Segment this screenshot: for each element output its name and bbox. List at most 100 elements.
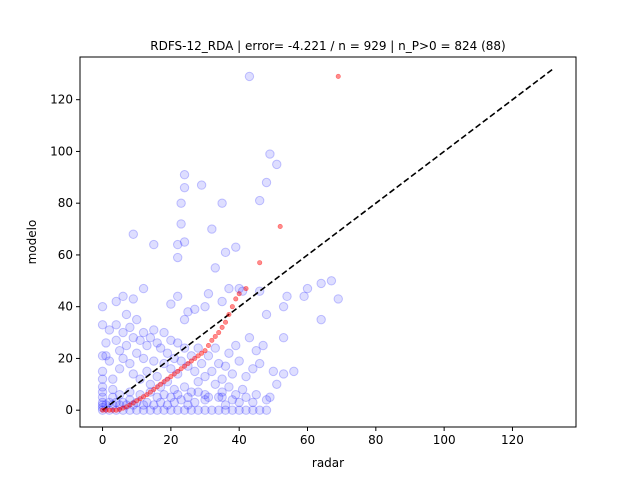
scatter-point (278, 301, 289, 312)
scatter-point (125, 395, 135, 405)
scatter-point (128, 229, 138, 239)
scatter-point (159, 405, 169, 415)
axes-frame (79, 56, 577, 428)
quantile-point (202, 348, 208, 354)
scatter-point (118, 397, 128, 408)
scatter-point (176, 219, 186, 229)
scatter-point (166, 392, 176, 402)
scatter-point (196, 358, 207, 369)
x-tick-label: 60 (300, 433, 315, 447)
quantile-point (154, 384, 160, 390)
scatter-point (169, 397, 179, 408)
scatter-point (97, 366, 108, 377)
scatter-point (265, 149, 275, 159)
scatter-point (114, 389, 125, 400)
scatter-point (121, 309, 132, 320)
quantile-point (192, 355, 198, 361)
scatter-point (159, 327, 169, 338)
scatter-point (190, 397, 200, 408)
scatter-point (172, 338, 183, 348)
scatter-point (97, 387, 108, 397)
scatter-point (248, 364, 258, 374)
scatter-point (261, 405, 272, 415)
scatter-point (217, 387, 227, 397)
quantile-point (195, 353, 201, 359)
scatter-point (326, 276, 337, 286)
scatter-point (159, 389, 169, 400)
scatter-point (125, 358, 135, 369)
scatter-point (200, 371, 210, 382)
quantile-point (229, 304, 235, 310)
scatter-point (172, 252, 183, 263)
scatter-point (125, 405, 135, 415)
quantile-point (233, 296, 239, 302)
quantile-point (257, 260, 263, 266)
scatter-point (254, 358, 265, 369)
scatter-point (231, 389, 241, 400)
quantile-point (243, 286, 249, 292)
scatter-point (316, 278, 326, 289)
scatter-point (142, 397, 152, 408)
scatter-point (196, 180, 207, 190)
scatter-point (203, 289, 214, 299)
quantile-point (219, 324, 225, 330)
x-tick-label: 40 (232, 433, 247, 447)
y-tick-label: 0 (65, 403, 73, 417)
scatter-point (183, 392, 193, 402)
scatter-point (251, 345, 261, 356)
quantile-point (171, 371, 177, 377)
quantile-point (158, 381, 164, 387)
quantile-point (335, 73, 341, 79)
scatter-point (114, 364, 125, 374)
reference-line (102, 68, 554, 411)
scatter-point (138, 327, 149, 338)
scatter-point (108, 384, 118, 395)
scatter-point (210, 263, 220, 273)
quantile-point (103, 407, 109, 413)
quantile-point (178, 366, 184, 372)
scatter-point (333, 294, 343, 304)
scatter-point (138, 400, 149, 410)
scatter-point (193, 343, 203, 353)
scatter-point (114, 400, 125, 410)
scatter-point (244, 333, 255, 343)
scatter-point (254, 195, 265, 206)
scatter-point (203, 351, 214, 361)
scatter-point (179, 382, 190, 392)
scatter-point (149, 239, 159, 250)
scatter-point (227, 405, 238, 415)
scatter-point (104, 325, 115, 335)
scatter-point (179, 237, 190, 247)
scatter-point (302, 283, 313, 294)
scatter-point (220, 400, 231, 410)
quantile-point (151, 386, 157, 392)
scatter-point (111, 320, 121, 330)
scatter-point (278, 333, 289, 343)
scatter-point (149, 325, 159, 335)
scatter-point (172, 239, 183, 250)
scatter-point (128, 333, 138, 343)
scatter-point (213, 392, 224, 402)
quantile-point (209, 337, 215, 343)
scatter-point (118, 353, 128, 364)
scatter-point (162, 400, 173, 410)
scatter-point (97, 351, 108, 361)
scatter-point (217, 392, 227, 402)
scatter-point (149, 400, 159, 410)
x-axis-label: radar (312, 456, 344, 470)
scatter-point (135, 374, 145, 384)
scatter-point (237, 286, 248, 296)
scatter-point (125, 322, 135, 333)
scatter-point (254, 405, 265, 415)
scatter-point (176, 395, 186, 405)
scatter-point (224, 283, 234, 294)
scatter-point (234, 397, 244, 408)
scatter-point (217, 198, 227, 208)
scatter-point (207, 405, 217, 415)
y-tick-label: 100 (50, 144, 73, 158)
quantile-point (223, 319, 229, 325)
scatter-point (200, 395, 210, 405)
scatter-point (220, 405, 231, 415)
scatter-point (172, 291, 183, 302)
